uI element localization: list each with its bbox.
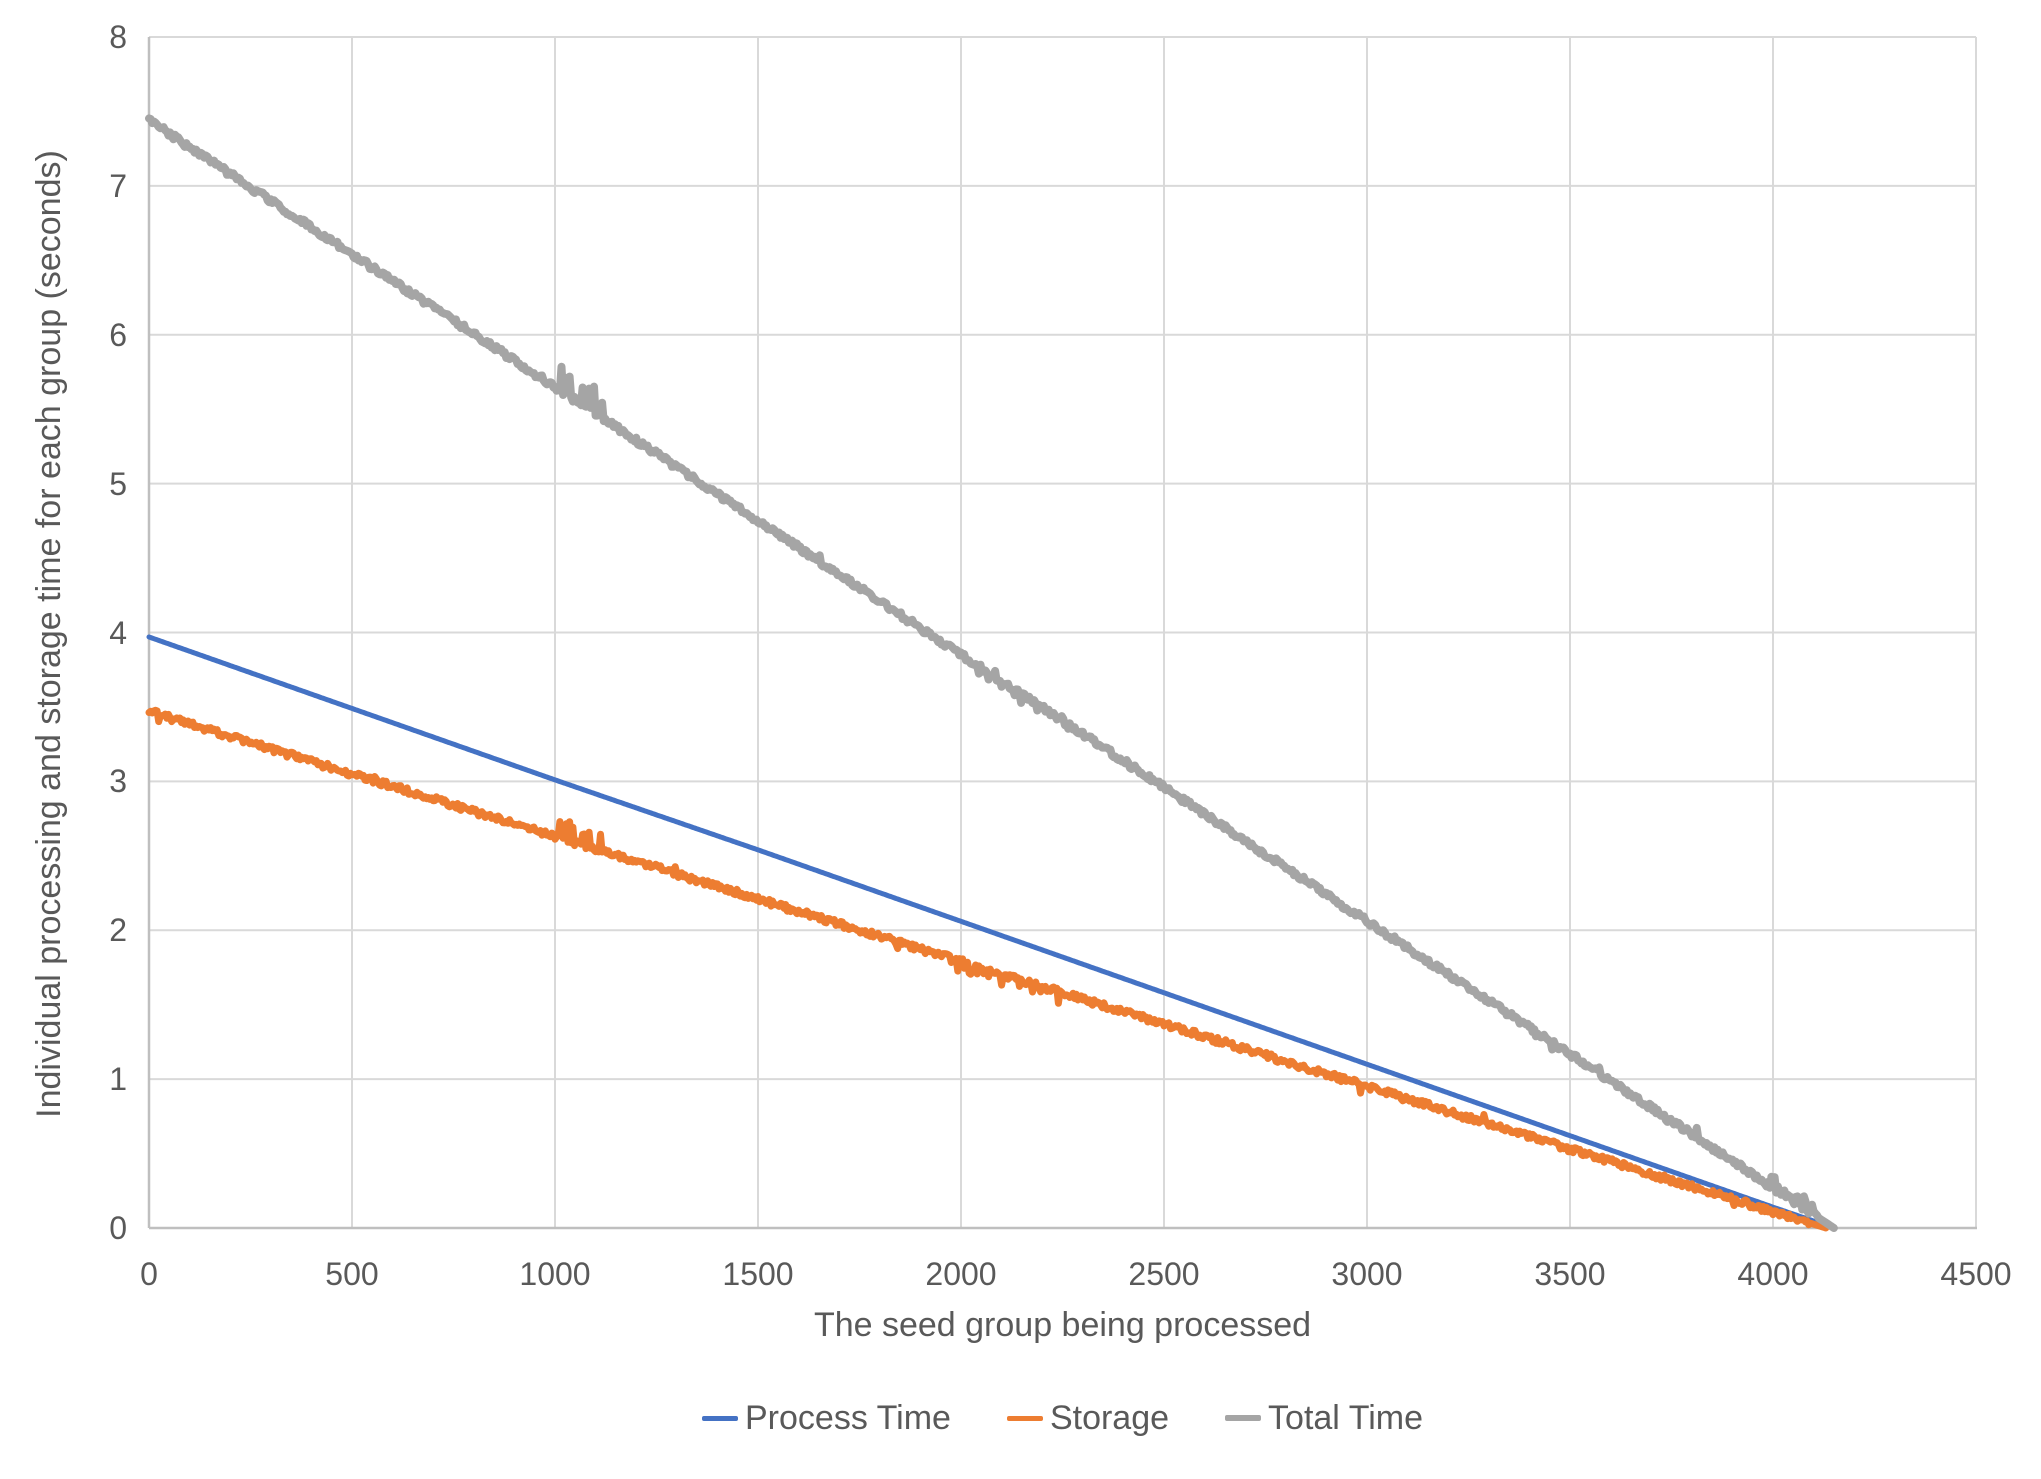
legend-label: Total Time — [1268, 1399, 1423, 1437]
x-tick-label: 0 — [140, 1256, 158, 1292]
y-tick-label: 6 — [109, 316, 127, 353]
series-line-process-time — [146, 634, 1837, 1231]
legend-item-total-time: Total Time — [1225, 1396, 1423, 1440]
legend-label: Process Time — [745, 1399, 951, 1437]
x-axis-title: The seed group being processed — [813, 1306, 1312, 1344]
x-tick-label: 4500 — [1940, 1256, 2012, 1292]
x-tick-label: 3000 — [1331, 1256, 1403, 1292]
x-tick-label: 500 — [325, 1256, 379, 1292]
y-axis-title: Individual processing and storage time f… — [30, 150, 68, 1118]
y-tick-label: 5 — [109, 465, 127, 502]
y-tick-label: 8 — [109, 19, 127, 55]
x-tick-label: 2500 — [1128, 1256, 1200, 1292]
series-line-storage — [145, 706, 1830, 1232]
legend-line-icon — [702, 1415, 738, 1421]
legend-label: Storage — [1049, 1399, 1170, 1437]
legend-line-icon — [1006, 1415, 1043, 1421]
x-tick-label: 2000 — [925, 1256, 997, 1292]
x-tick-label: 4000 — [1737, 1256, 1809, 1292]
legend-item-storage: Storage — [1006, 1396, 1170, 1440]
y-tick-label: 7 — [109, 167, 127, 204]
y-tick-label: 2 — [109, 912, 127, 949]
legend-line-icon — [1225, 1415, 1262, 1421]
x-tick-label: 3500 — [1534, 1256, 1606, 1292]
y-tick-label: 4 — [109, 614, 127, 651]
y-tick-label: 3 — [109, 763, 127, 800]
chart-legend: Process Time Storage Total Time — [149, 1392, 1976, 1444]
x-tick-label: 1500 — [722, 1256, 794, 1292]
legend-item-process-time: Process Time — [702, 1396, 951, 1440]
y-tick-label: 1 — [109, 1061, 127, 1098]
y-tick-label: 0 — [109, 1210, 127, 1246]
series-line-total-time — [145, 114, 1838, 1232]
x-tick-label: 1000 — [519, 1256, 591, 1292]
